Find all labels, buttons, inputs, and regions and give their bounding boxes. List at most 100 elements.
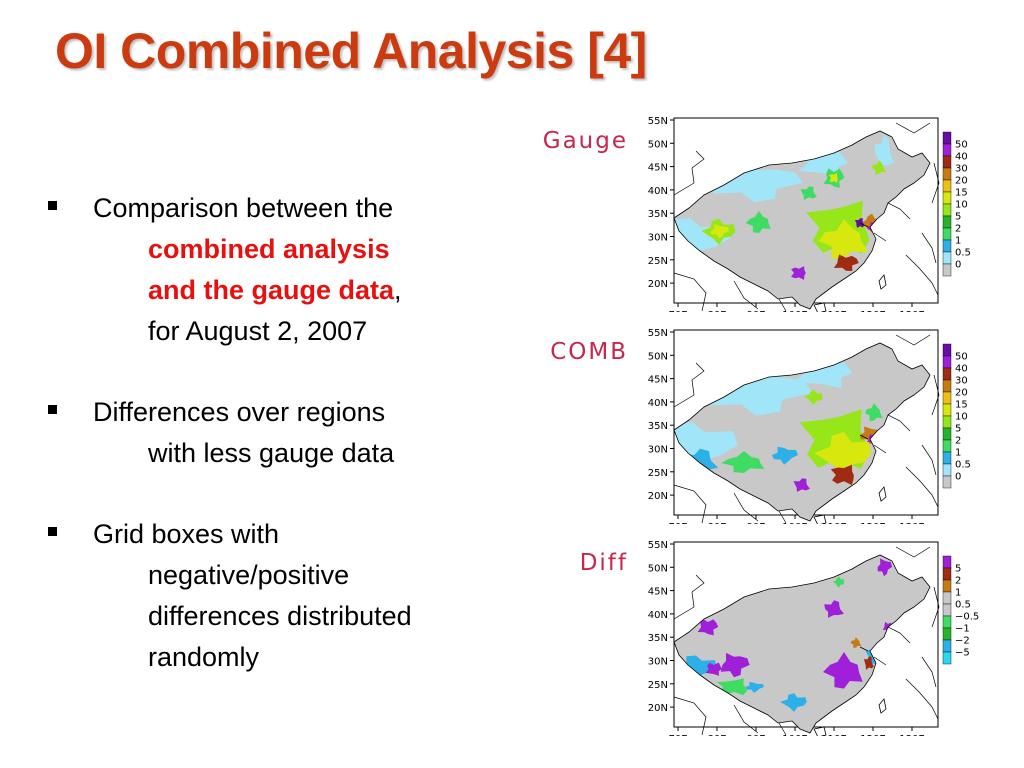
border-line — [778, 722, 787, 736]
border-line — [673, 484, 707, 524]
legend-swatch — [942, 603, 952, 617]
lon-label: 130E — [899, 734, 924, 736]
lat-label: 35N — [648, 421, 668, 432]
bullet-square-icon — [48, 201, 57, 210]
precip-region — [745, 211, 771, 233]
border-line — [931, 586, 940, 628]
border-line — [931, 374, 940, 416]
precip-region — [804, 389, 823, 405]
lat-label: 25N — [648, 468, 668, 479]
legend-swatch — [942, 155, 952, 169]
precip-region — [863, 656, 874, 670]
bullet-item: Differences over regions with less gauge … — [48, 392, 518, 474]
lat-label: 40N — [648, 186, 668, 197]
legend-label: 15 — [955, 400, 968, 411]
legend-label: 40 — [955, 364, 968, 375]
panel-label: Diff — [579, 550, 628, 576]
legend-label: 10 — [955, 412, 968, 423]
border-line — [673, 362, 705, 408]
legend-swatch — [942, 343, 952, 357]
precip-region — [791, 266, 806, 280]
legend-label: 50 — [955, 140, 968, 151]
legend-label: 0.5 — [955, 600, 971, 611]
precip-region — [675, 655, 718, 681]
lat-label: 55N — [648, 328, 668, 339]
legend-swatch — [942, 131, 952, 145]
legend-swatch — [942, 415, 952, 429]
legend-swatch — [942, 639, 952, 653]
bullet-continuation: combined analysis — [93, 229, 518, 270]
legend-swatch — [942, 439, 952, 453]
legend-label: −2 — [955, 636, 970, 647]
border-line — [905, 466, 939, 508]
panel-label: Gauge — [542, 128, 628, 154]
lon-label: 70E — [668, 310, 687, 312]
border-line — [895, 122, 931, 134]
lon-label: 80E — [707, 734, 726, 736]
lat-label: 50N — [648, 351, 668, 362]
legend-label: 0 — [955, 260, 961, 271]
lon-label: 110E — [821, 310, 846, 312]
lat-label: 45N — [648, 163, 668, 174]
border-line — [673, 574, 705, 620]
lat-label: 40N — [648, 610, 668, 621]
legend-label: −5 — [955, 648, 970, 659]
lat-label: 20N — [648, 703, 668, 714]
precip-region — [814, 431, 872, 477]
precip-region — [833, 254, 859, 271]
highlighted-text: and the gauge data — [148, 275, 395, 305]
border-line — [873, 656, 887, 666]
bullet-item: Grid boxes with negative/positive differen… — [48, 514, 518, 678]
precip-map: 55N 50N 45N 40N 35N 30N 25N 20N 70E 80E 90E 100E 110… — [648, 540, 979, 736]
lon-label: 130E — [899, 310, 924, 312]
lon-label: 120E — [860, 522, 885, 524]
precip-region — [721, 451, 765, 473]
border-line — [887, 414, 911, 432]
precip-region — [793, 478, 810, 492]
bullet-text: with less gauge data — [148, 438, 395, 468]
border-line — [778, 510, 787, 524]
lat-label: 30N — [648, 233, 668, 244]
bullet-continuation: and the gauge data, — [93, 270, 518, 311]
legend-label: 5 — [955, 212, 961, 223]
legend-label: 2 — [955, 224, 961, 235]
border-line — [921, 232, 937, 264]
lat-label: 45N — [648, 587, 668, 598]
bullet-continuation: for August 2, 2007 — [93, 311, 518, 352]
legend-label: 20 — [955, 176, 968, 187]
border-line — [921, 656, 937, 688]
precip-region — [745, 682, 764, 693]
bullet-text: , — [394, 275, 402, 305]
border-line — [673, 150, 705, 196]
bullet-text: Grid boxes with — [93, 519, 280, 549]
legend-label: 0.5 — [955, 248, 971, 259]
lat-label: 50N — [648, 563, 668, 574]
bullet-text: Differences over regions — [93, 397, 386, 427]
precip-region — [865, 403, 883, 421]
border-line — [921, 444, 937, 476]
lon-label: 80E — [707, 310, 726, 312]
precip-region — [830, 464, 854, 486]
legend-swatch — [942, 191, 952, 205]
lon-label: 80E — [707, 522, 726, 524]
lat-label: 45N — [648, 375, 668, 386]
legend-swatch — [942, 203, 952, 217]
lon-label: 90E — [746, 310, 765, 312]
lon-label: 120E — [860, 310, 885, 312]
lat-label: 30N — [648, 657, 668, 668]
legend-label: 5 — [955, 424, 961, 435]
legend-label: 2 — [955, 576, 961, 587]
legend-label: 1 — [955, 448, 961, 459]
border-line — [673, 272, 707, 312]
border-line — [873, 444, 887, 454]
legend-label: 0.5 — [955, 460, 971, 471]
precip-region — [720, 652, 750, 678]
border-line — [873, 232, 887, 242]
coastline — [673, 130, 931, 312]
legend-swatch — [942, 239, 952, 253]
legend-swatch — [942, 355, 952, 369]
bullet-text: negative/positive — [148, 560, 350, 590]
legend-label: 10 — [955, 200, 968, 211]
border-line — [905, 254, 939, 296]
precip-region — [780, 693, 807, 712]
